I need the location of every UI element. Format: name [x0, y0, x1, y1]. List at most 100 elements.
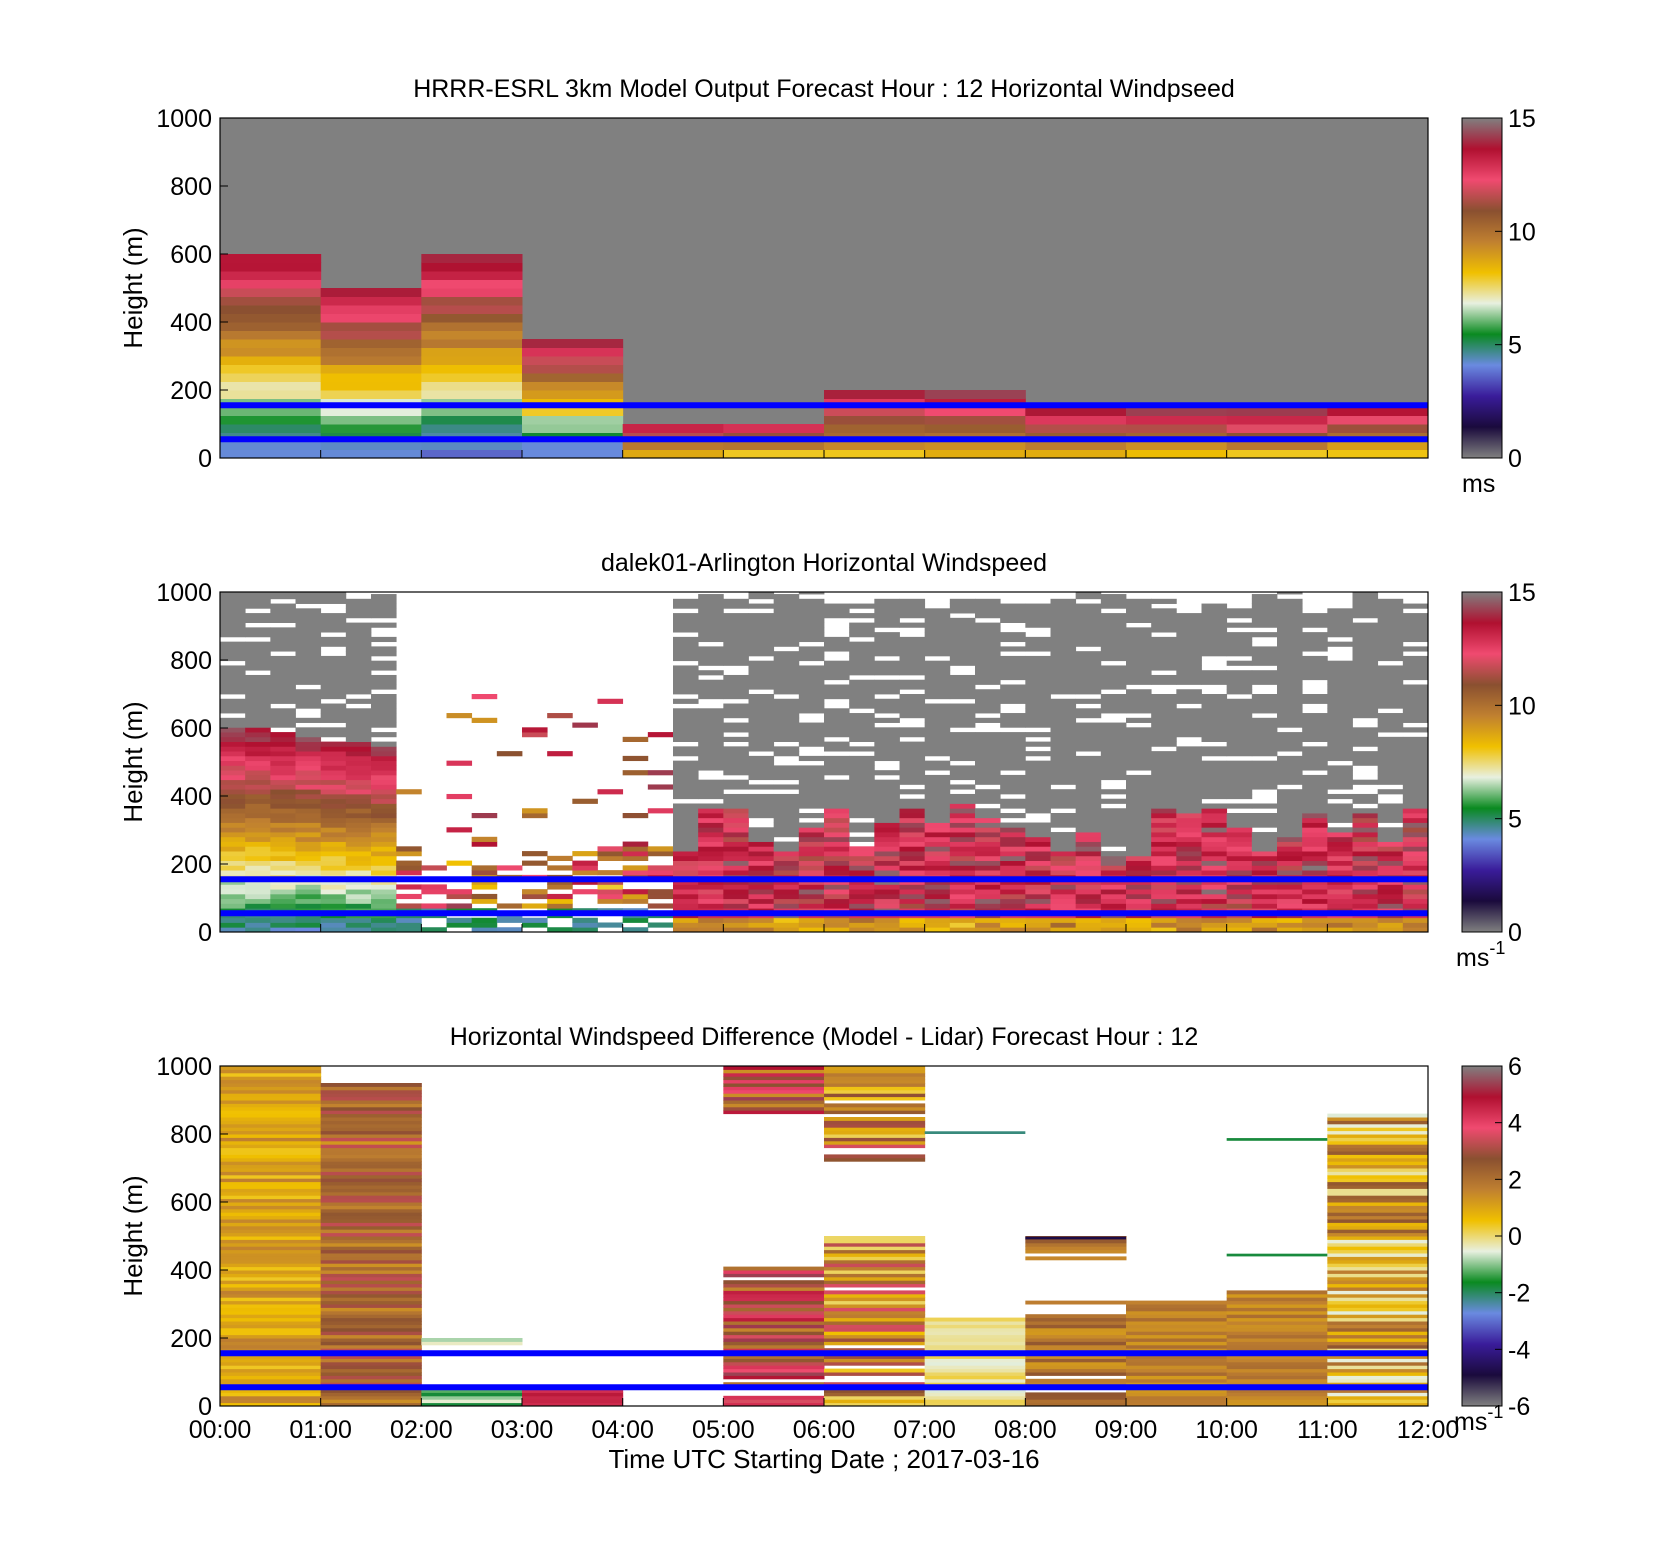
heatmap-cell — [371, 717, 397, 723]
heatmap-cell — [798, 703, 825, 709]
heatmap-cell — [1025, 717, 1051, 723]
heatmap-cell — [723, 1079, 825, 1084]
heatmap-cell — [421, 865, 447, 871]
heatmap-cell — [1126, 449, 1228, 458]
heatmap-cell — [849, 670, 875, 676]
heatmap-cell — [1377, 774, 1404, 781]
heatmap-cell — [798, 798, 825, 804]
heatmap-cell — [748, 927, 775, 932]
heatmap-cell — [1075, 617, 1102, 623]
colorbar-tick-label: 5 — [1508, 806, 1522, 834]
heatmap-cell — [220, 608, 246, 614]
heatmap-cell — [622, 855, 649, 861]
heatmap-cell — [522, 889, 548, 895]
heatmap-cell — [1126, 779, 1152, 785]
heatmap-cell — [1100, 665, 1127, 671]
heatmap-cell — [1151, 770, 1177, 776]
heatmap-cell — [1025, 1365, 1127, 1370]
heatmap-cell — [1327, 1178, 1428, 1183]
heatmap-cell — [824, 608, 850, 614]
heatmap-cell — [220, 1368, 322, 1373]
heatmap-cell — [1226, 1341, 1328, 1346]
heatmap-cell — [1377, 674, 1404, 681]
heatmap-cell — [1176, 660, 1202, 666]
heatmap-cell — [220, 1321, 322, 1325]
heatmap-cell — [899, 636, 926, 643]
heatmap-cell — [295, 789, 322, 795]
heatmap-cell — [1176, 860, 1202, 866]
heatmap-cell — [1126, 617, 1152, 623]
heatmap-cell — [723, 1365, 825, 1370]
heatmap-cell — [1226, 846, 1253, 852]
heatmap-cell — [1050, 760, 1077, 766]
heatmap-cell — [1377, 746, 1404, 752]
heatmap-cell — [1100, 703, 1127, 709]
heatmap-cell — [1402, 665, 1428, 671]
heatmap-cell — [1302, 927, 1328, 932]
heatmap-cell — [1251, 846, 1278, 852]
heatmap-cell — [1126, 1355, 1228, 1359]
heatmap-cell — [924, 870, 951, 876]
heatmap-cell — [1377, 860, 1404, 866]
heatmap-cell — [824, 1317, 926, 1322]
heatmap-cell — [949, 674, 976, 681]
heatmap-cell — [270, 722, 296, 728]
heatmap-cell — [220, 632, 246, 638]
heatmap-cell — [1025, 689, 1051, 695]
heatmap-cell — [1327, 893, 1353, 900]
heatmap-cell — [899, 917, 926, 923]
heatmap-cell — [924, 846, 951, 852]
heatmap-cell — [874, 836, 900, 842]
heatmap-cell — [748, 893, 775, 900]
heatmap-cell — [1327, 1263, 1428, 1268]
heatmap-cell — [1226, 651, 1253, 657]
heatmap-cell — [1025, 1358, 1127, 1363]
heatmap-cell — [773, 708, 800, 714]
heatmap-cell — [320, 1287, 422, 1291]
heatmap-cell — [1050, 893, 1077, 900]
heatmap-cell — [245, 708, 271, 714]
heatmap-cell — [1126, 870, 1152, 876]
heatmap-cell — [320, 1263, 422, 1268]
heatmap-cell — [1176, 655, 1202, 662]
heatmap-cell — [1100, 632, 1127, 638]
heatmap-cell — [1327, 755, 1353, 762]
heatmap-cell — [245, 765, 271, 771]
heatmap-cell — [245, 903, 271, 909]
heatmap-cell — [597, 698, 624, 704]
heatmap-cell — [1277, 922, 1303, 928]
heatmap-cell — [1352, 870, 1379, 876]
heatmap-cell — [1251, 674, 1278, 681]
heatmap-cell — [1050, 622, 1077, 628]
heatmap-cell — [824, 813, 850, 819]
heatmap-cell — [1126, 689, 1152, 695]
heatmap-cell — [572, 722, 598, 728]
heatmap-cell — [270, 670, 296, 676]
heatmap-cell — [1126, 855, 1152, 861]
heatmap-cell — [1025, 865, 1051, 871]
heatmap-cell — [824, 1096, 926, 1101]
heatmap-cell — [723, 641, 749, 647]
heatmap-cell — [698, 746, 724, 752]
heatmap-cell — [1176, 632, 1202, 638]
heatmap-cell — [1000, 698, 1026, 704]
heatmap-cell — [1251, 732, 1278, 738]
heatmap-cell — [320, 373, 422, 382]
heatmap-cell — [1075, 632, 1102, 638]
heatmap-cell — [899, 603, 926, 609]
heatmap-cell — [270, 779, 296, 785]
heatmap-cell — [270, 655, 296, 662]
heatmap-cell — [245, 613, 271, 619]
heatmap-cell — [345, 636, 372, 643]
heatmap-cell — [748, 765, 775, 771]
heatmap-cell — [1000, 689, 1026, 695]
heatmap-cell — [1000, 889, 1026, 895]
heatmap-cell — [1327, 1402, 1428, 1406]
heatmap-cell — [345, 917, 372, 923]
heatmap-cell — [949, 870, 976, 876]
heatmap-cell — [924, 1392, 1026, 1397]
heatmap-cell — [220, 313, 322, 323]
heatmap-cell — [1226, 1378, 1328, 1383]
heatmap-cell — [371, 732, 397, 738]
